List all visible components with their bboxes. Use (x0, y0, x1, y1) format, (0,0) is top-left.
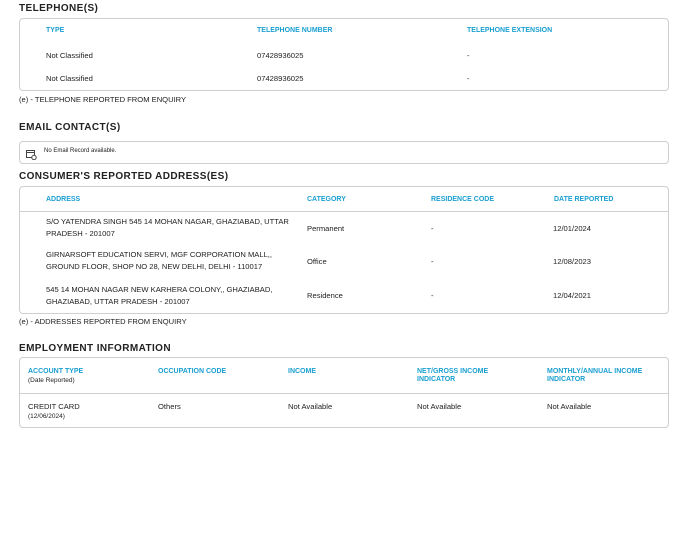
income: Not Available (288, 402, 333, 411)
address-residence-code: - (431, 291, 434, 300)
address-residence-code: - (431, 257, 434, 266)
phone-type: Not Classified (46, 51, 93, 60)
col-header-account-type: ACCOUNT TYPE (28, 368, 84, 375)
telephones-table: TYPE TELEPHONE NUMBER TELEPHONE EXTENSIO… (19, 18, 669, 91)
col-header-net-gross: NET/GROSS INCOME INDICATOR (417, 368, 489, 383)
employment-table: ACCOUNT TYPE (Date Reported) OCCUPATION … (19, 357, 669, 428)
col-header-income: INCOME (288, 368, 316, 375)
employment-title: EMPLOYMENT INFORMATION (19, 343, 171, 354)
phone-extension: - (467, 51, 470, 60)
addresses-table: ADDRESS CATEGORY RESIDENCE CODE DATE REP… (19, 186, 669, 314)
address-date: 12/08/2023 (553, 257, 592, 266)
telephones-title: TELEPHONE(S) (19, 3, 99, 14)
col-header-date-reported: (Date Reported) (28, 377, 75, 384)
col-header-occupation: OCCUPATION CODE (158, 368, 227, 375)
account-date: (12/06/2024) (28, 413, 65, 420)
addresses-note: (e) - ADDRESSES REPORTED FROM ENQUIRY (19, 317, 187, 326)
address-date: 12/04/2021 (553, 291, 592, 300)
phone-extension: - (467, 74, 470, 83)
phone-number: 07428936025 (257, 51, 304, 60)
telephones-note: (e) - TELEPHONE REPORTED FROM ENQUIRY (19, 95, 187, 104)
no-email-message: No Email Record available. (44, 148, 117, 154)
col-header-extension: TELEPHONE EXTENSION (467, 27, 553, 34)
email-title: EMAIL CONTACT(S) (19, 122, 121, 133)
monthly-annual-indicator: Not Available (547, 402, 592, 411)
address-text: GIRNARSOFT EDUCATION SERVI, MGF CORPORAT… (46, 250, 273, 271)
address-text: 545 14 MOHAN NAGAR NEW KARHERA COLONY,, … (46, 285, 273, 306)
address-category: Permanent (307, 224, 345, 233)
address-category: Residence (307, 291, 343, 300)
col-header-category: CATEGORY (307, 196, 346, 203)
email-box: No Email Record available. (19, 141, 669, 164)
no-record-icon (26, 147, 37, 161)
col-header-number: TELEPHONE NUMBER (257, 27, 333, 34)
account-type: CREDIT CARD (28, 402, 80, 411)
occupation-code: Others (158, 402, 181, 411)
addresses-title: CONSUMER'S REPORTED ADDRESS(ES) (19, 171, 229, 182)
address-text: S/O YATENDRA SINGH 545 14 MOHAN NAGAR, G… (46, 217, 289, 238)
address-date: 12/01/2024 (553, 224, 592, 233)
address-category: Office (307, 257, 327, 266)
col-header-monthly-annual: MONTHLY/ANNUAL INCOME INDICATOR (547, 368, 643, 383)
col-header-address: ADDRESS (46, 196, 81, 203)
phone-number: 07428936025 (257, 74, 304, 83)
phone-type: Not Classified (46, 74, 93, 83)
col-header-residence-code: RESIDENCE CODE (431, 196, 495, 203)
col-header-type: TYPE (46, 27, 65, 34)
net-gross-indicator: Not Available (417, 402, 462, 411)
col-header-date-reported: DATE REPORTED (554, 196, 614, 203)
address-residence-code: - (431, 224, 434, 233)
